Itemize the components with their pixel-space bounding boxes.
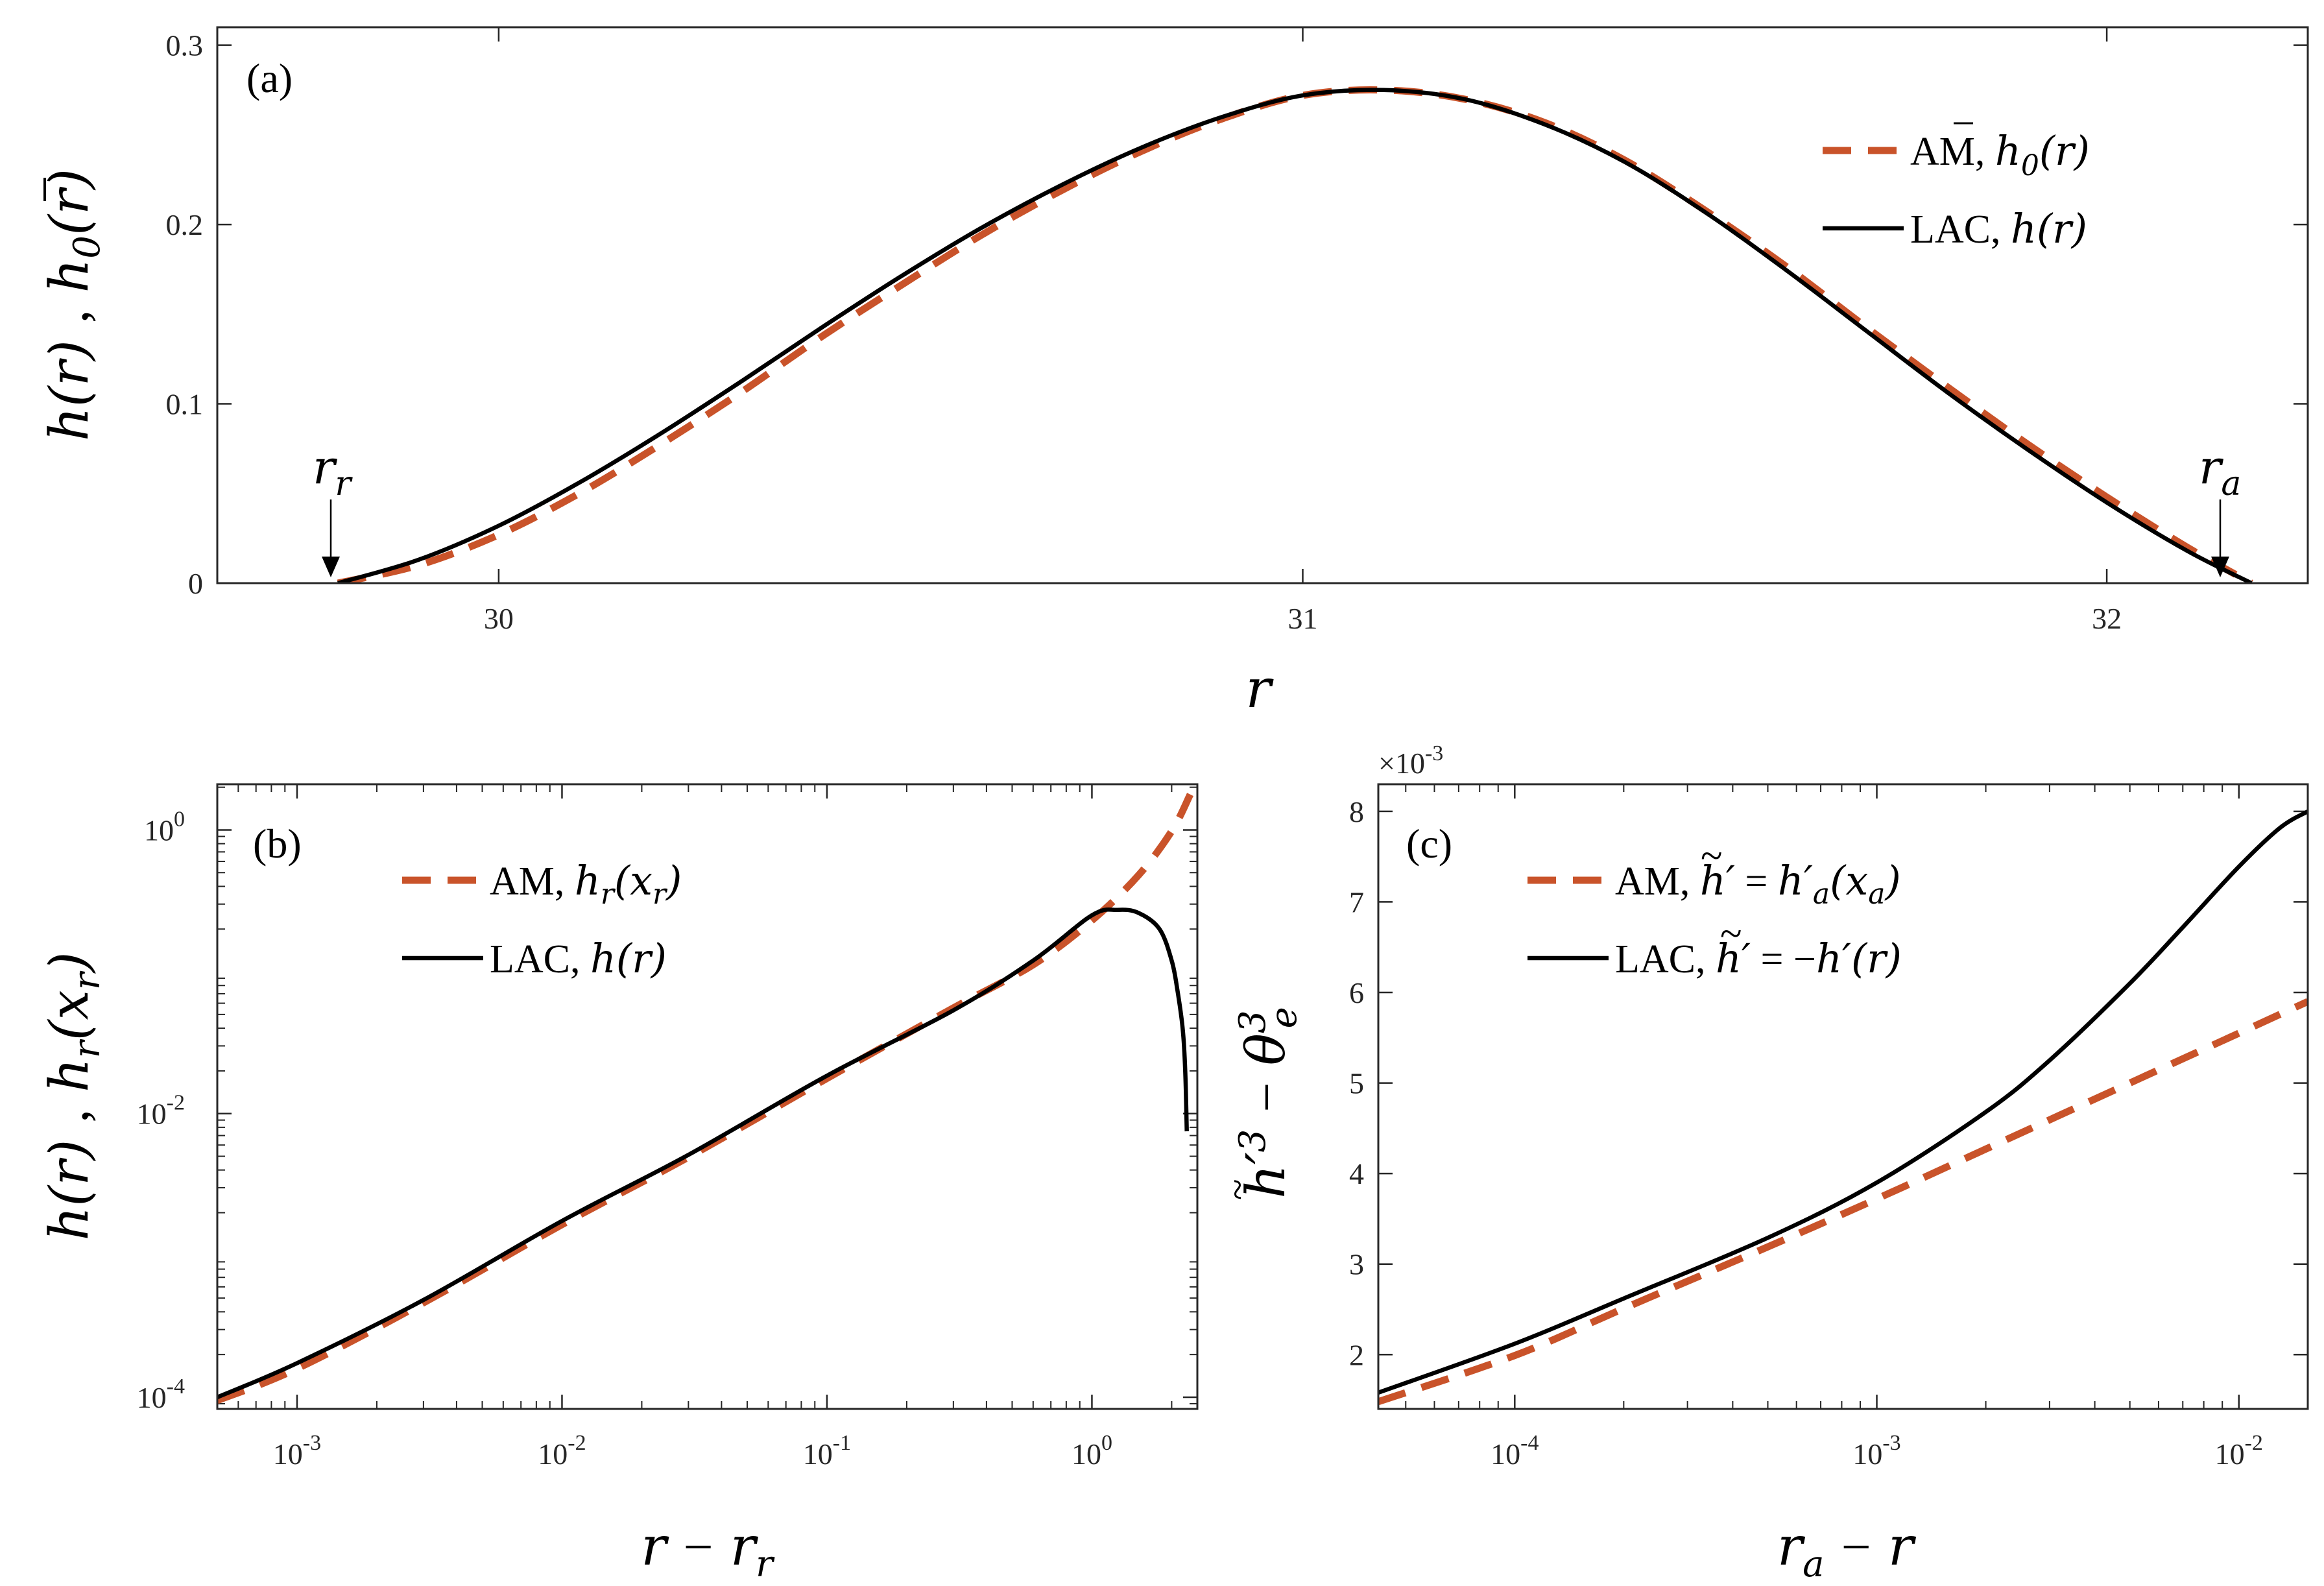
y-tick-label: 100 [144, 807, 185, 847]
y-tick-label: 8 [1349, 795, 1364, 828]
x-tick-label: 10-2 [2215, 1431, 2263, 1471]
panel-b: 10-3 10-2 10-1 100 10-4 10-2 100 (b) AM, hr(xr… [39, 783, 1199, 1585]
x-tick-label: 10-4 [1491, 1431, 1539, 1471]
annotation-r-a-arrowhead [2211, 557, 2229, 577]
panel-c-multiplier: ×10-3 [1378, 741, 1443, 780]
y-tick-label: 6 [1349, 976, 1364, 1009]
y-tick-label: 10-2 [137, 1091, 185, 1131]
series-am-line [337, 86, 2253, 583]
svg-text:h(r) , h0(r): h(r) , h0(r) [39, 169, 108, 441]
panel-a-axes [216, 26, 2309, 584]
panel-b-axes [216, 783, 1199, 1410]
x-tick-label: 100 [1072, 1431, 1112, 1471]
legend-am-label: AM, hr(xr) [490, 857, 682, 911]
y-tick-label: 7 [1349, 885, 1364, 919]
panel-b-legend: AM, hr(xr) LAC, h(r) [402, 857, 682, 982]
x-tick-label: 10-2 [538, 1431, 586, 1471]
y-tick-label: 0.3 [166, 29, 204, 62]
y-tick-label: 0.2 [166, 208, 204, 241]
svg-text:h′3 − θ3e: h′3 − θ3e [1232, 1007, 1305, 1199]
panel-a-label: (a) [246, 55, 293, 101]
panel-a-legend: AM, h0(r) LAC, h(r) [1823, 122, 2090, 252]
legend-lac-label: LAC, h′ = −h′(r) [1615, 935, 1902, 982]
legend-am-label: AM, h0(r) [1910, 127, 2090, 182]
x-tick-label: 31 [1288, 602, 1317, 635]
panel-a-ylabel: h(r) , h0(r) [39, 169, 108, 441]
annotation-r-a-text: ra [2199, 440, 2241, 503]
x-tick-label: 10-3 [273, 1431, 321, 1471]
y-tick-label: 10-4 [137, 1375, 185, 1414]
panel-a-xlabel: r [1245, 658, 1274, 720]
panel-c-label: (c) [1406, 821, 1452, 867]
panel-c-ticks: 10-4 10-3 10-2 2 3 4 5 6 7 8 [1349, 784, 2308, 1471]
svg-text:h(r) , hr(xr): h(r) , hr(xr) [39, 952, 108, 1240]
x-tick-label: 30 [484, 602, 514, 635]
panel-b-curves [217, 793, 1193, 1404]
legend-lac-label: LAC, h(r) [490, 935, 667, 982]
x-tick-label: 32 [2092, 602, 2122, 635]
svg-text:r − rr: r − rr [641, 1516, 775, 1585]
panel-c-curves [1378, 810, 2308, 1406]
series-am-line [217, 793, 1193, 1404]
x-tick-label: 10-3 [1852, 1431, 1900, 1471]
panel-c-axes [1377, 783, 2309, 1410]
series-am-line [1378, 998, 2308, 1406]
y-tick-label: 4 [1349, 1157, 1364, 1190]
panel-b-ylabel: h(r) , hr(xr) [39, 952, 108, 1240]
panel-c: 10-4 10-3 10-2 2 3 4 5 6 7 8 (c) ×10-3 AM, h′ = h… [1216, 741, 2309, 1585]
y-tick-label: 0.1 [166, 388, 204, 421]
panel-a-curves [337, 86, 2253, 583]
y-tick-label: 3 [1349, 1248, 1364, 1281]
svg-text:~: ~ [1216, 1179, 1259, 1200]
series-lac-line [337, 88, 2253, 583]
y-tick-label: 0 [188, 567, 203, 600]
svg-text:ra − r: ra − r [1777, 1516, 1917, 1585]
y-tick-label: 5 [1349, 1067, 1364, 1100]
annotation-r-r-arrowhead [322, 557, 340, 577]
legend-am-tilde: ~ [1701, 834, 1723, 878]
annotation-r-a: ra [2199, 440, 2241, 577]
panel-a-ticks: 30 31 32 0 0.1 0.2 0.3 [166, 27, 2308, 635]
legend-lac-label: LAC, h(r) [1910, 205, 2087, 252]
x-tick-label: 10-1 [803, 1431, 851, 1471]
y-tick-label: 2 [1349, 1338, 1364, 1371]
svg-text:×10-3: ×10-3 [1378, 741, 1443, 780]
panel-c-legend: AM, h′ = h′a(xa) ~ LAC, h′ = −h′(r) ~ [1527, 834, 1902, 982]
panel-c-xlabel: ra − r [1777, 1516, 1917, 1585]
panel-c-ylabel: h′3 − θ3e ~ [1216, 1007, 1305, 1200]
legend-am-label: AM, h′ = h′a(xa) [1615, 857, 1901, 911]
panel-a: 30 31 32 0 0.1 0.2 0.3 (a) rr ra AM, h0(r) LAC… [39, 26, 2309, 720]
panel-b-xlabel: r − rr [641, 1516, 775, 1585]
panel-b-ticks: 10-3 10-2 10-1 100 10-4 10-2 100 [137, 784, 1197, 1471]
series-lac-line [217, 907, 1189, 1399]
legend-lac-tilde: ~ [1720, 912, 1742, 956]
panel-b-label: (b) [253, 821, 302, 867]
series-lac-line [1378, 810, 2308, 1395]
annotation-r-r: rr [313, 440, 353, 577]
annotation-r-r-text: rr [313, 440, 353, 503]
